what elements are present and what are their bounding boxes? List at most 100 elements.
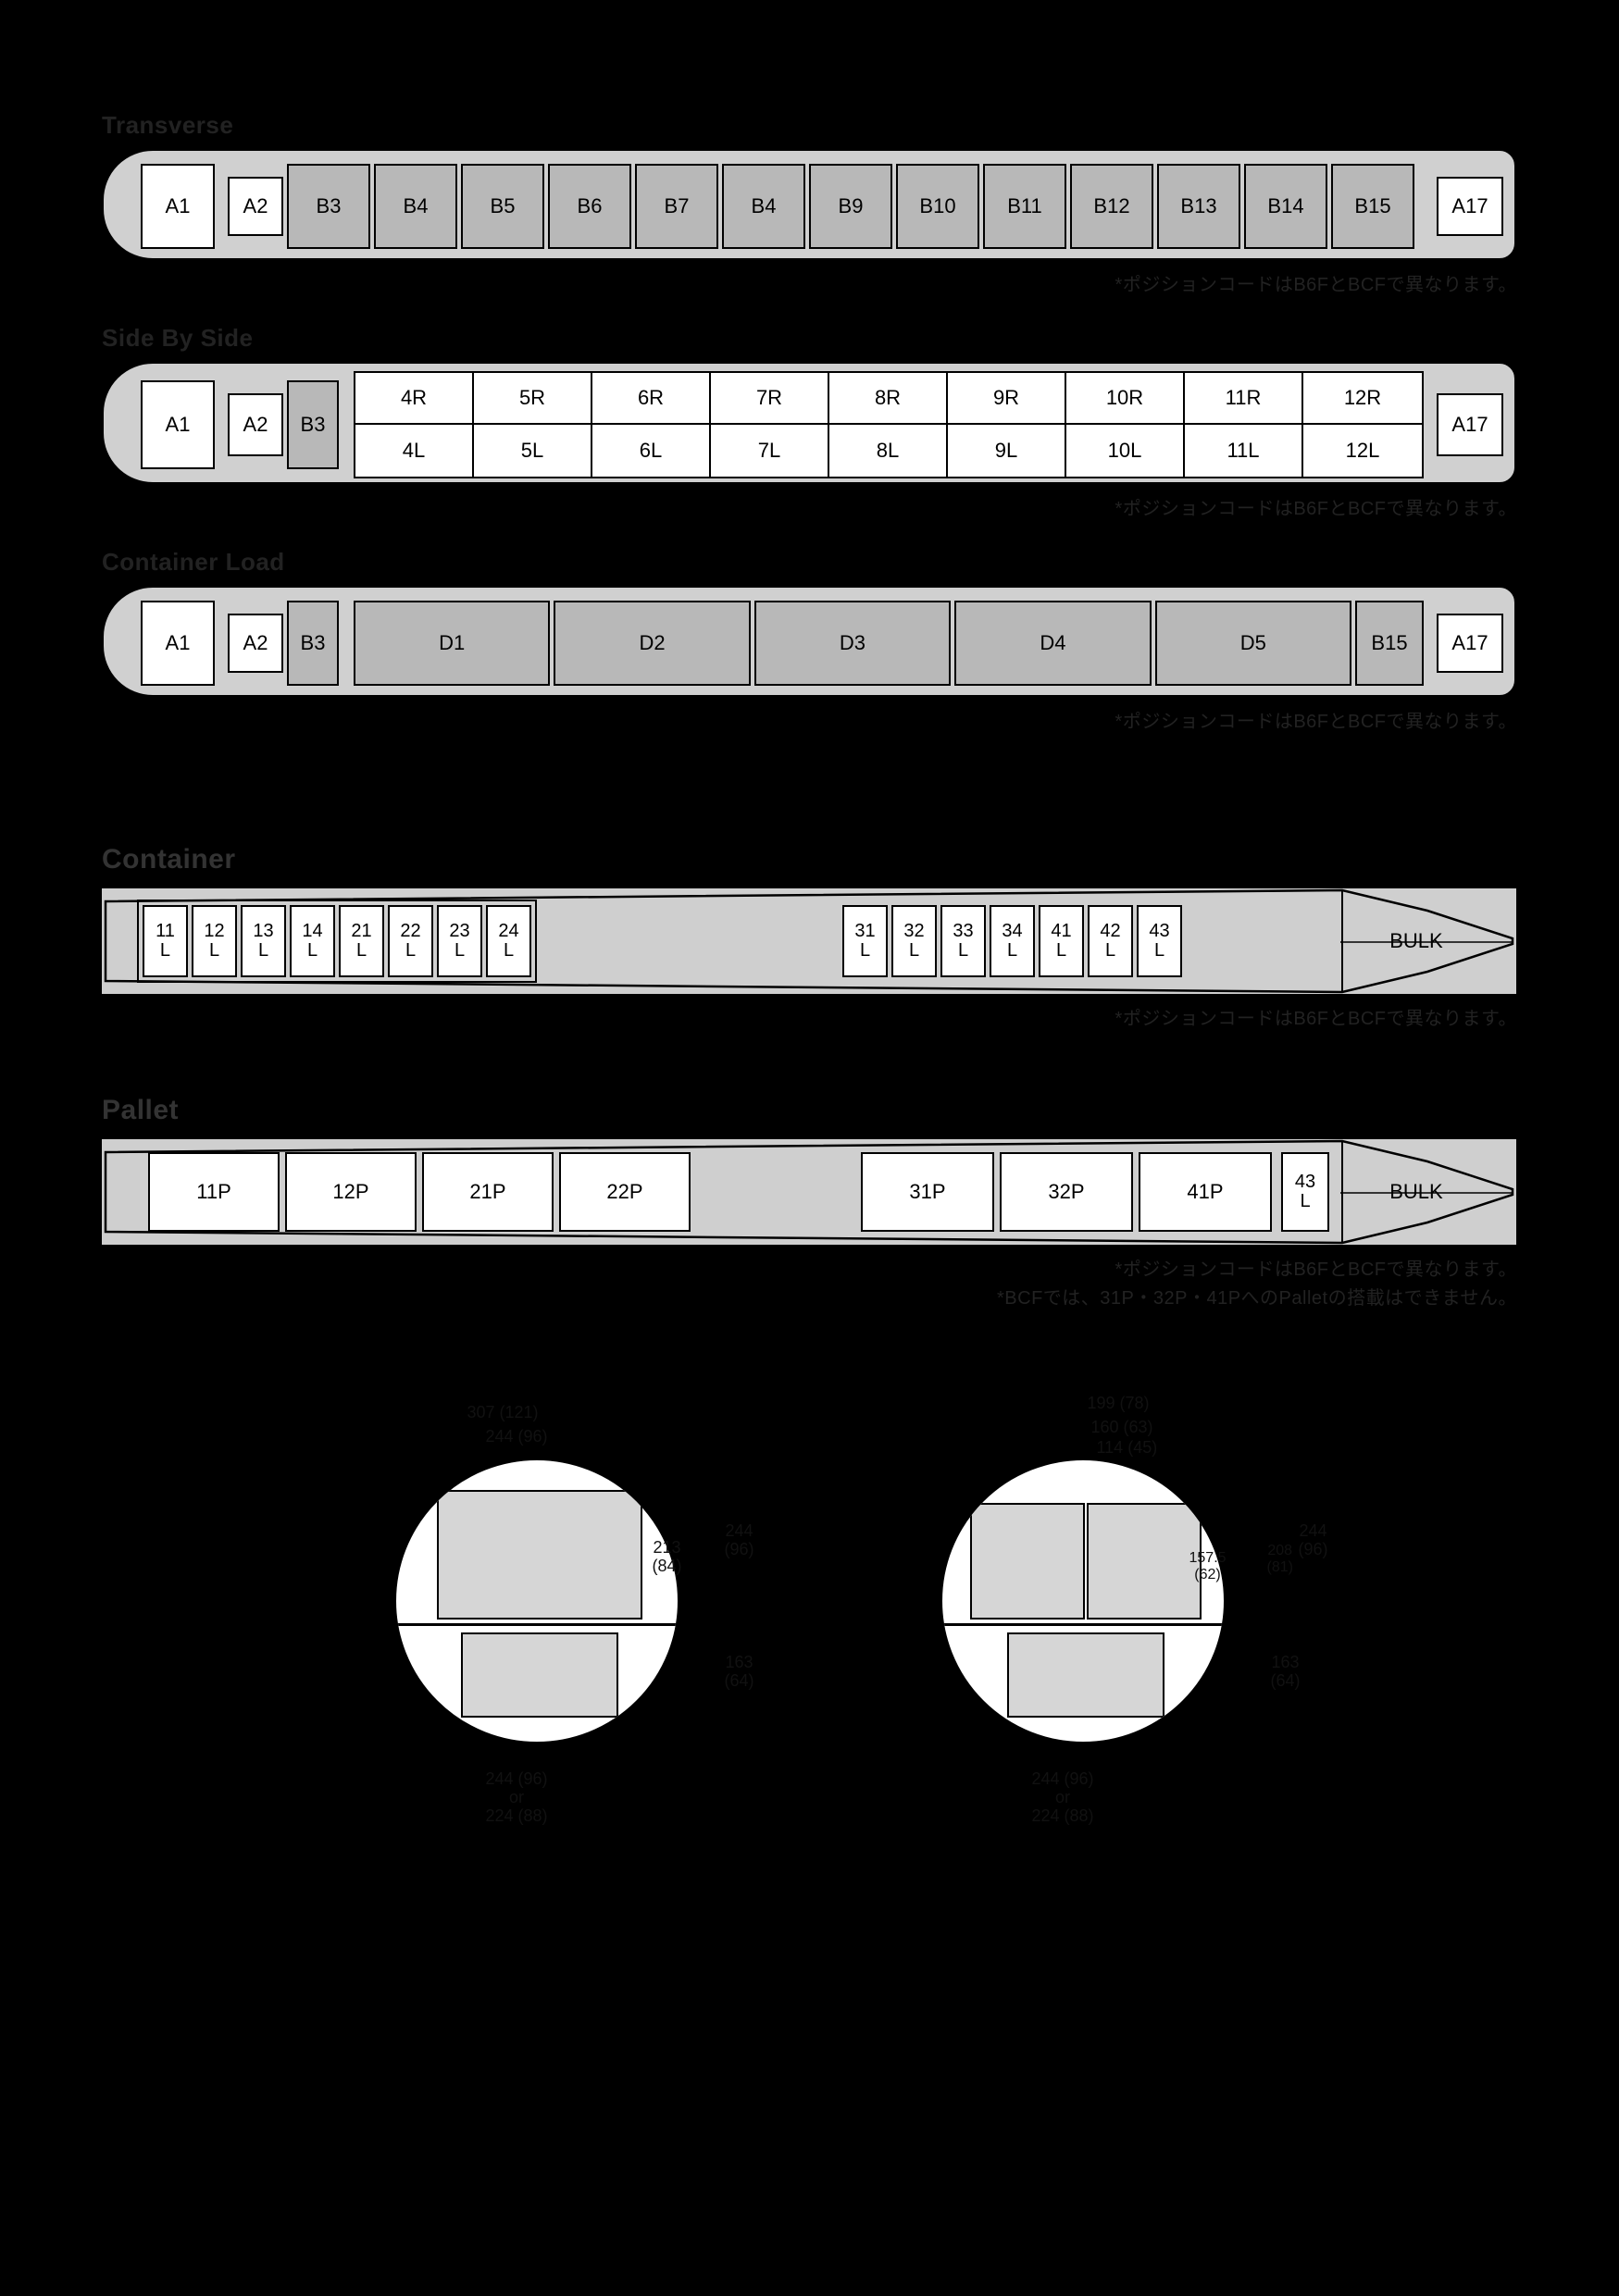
dim: 244 (96)	[725, 1522, 754, 1559]
dim: 163 (64)	[1271, 1654, 1301, 1691]
slot-d3: D3	[754, 601, 951, 686]
cross-right: 199 (78) 160 (63) 114 (45) 244 (96) 208 …	[893, 1421, 1273, 1846]
lower-hull-pallet: 11P12P21P22P 31P32P41P 43L BULK	[102, 1139, 1516, 1245]
slot-b15: B15	[1355, 601, 1424, 686]
slot-12p: 12P	[285, 1152, 417, 1232]
upper-box	[437, 1490, 642, 1620]
footnote: *ポジションコードはB6FとBCFで異なります。	[102, 1003, 1517, 1030]
cell-8r: 8R	[829, 373, 948, 425]
slot-b6: B6	[548, 164, 631, 249]
slot-b4: B4	[722, 164, 805, 249]
cell-12r: 12R	[1303, 373, 1422, 425]
lower-box	[461, 1632, 618, 1718]
cell-4l: 4L	[355, 425, 474, 477]
slot-21p: 21P	[422, 1152, 554, 1232]
cell-10l: 10L	[1066, 425, 1185, 477]
cell-6l: 6L	[592, 425, 711, 477]
footnote: *ポジションコードはB6FとBCFで異なります。	[102, 1254, 1517, 1281]
slot-a17: A17	[1437, 614, 1503, 673]
slot-a1: A1	[141, 601, 215, 686]
cell-11l: 11L	[1185, 425, 1303, 477]
upper-box-r	[1087, 1503, 1202, 1620]
slot-b13: B13	[1157, 164, 1240, 249]
slot-31l: 31L	[842, 905, 888, 977]
dim: 160 (63)	[1091, 1419, 1153, 1437]
sbs-grid: 4R5R6R7R8R9R10R11R12R4L5L6L7L8L9L10L11L1…	[354, 371, 1424, 478]
dim: 307 (121)	[467, 1404, 539, 1422]
slot-b14: B14	[1244, 164, 1327, 249]
cell-6r: 6R	[592, 373, 711, 425]
title-cload: Container Load	[102, 548, 1517, 577]
slot-d1: D1	[354, 601, 550, 686]
lower-hull-container: 11L12L13L14L21L22L23L24L 31L32L33L34L41L…	[102, 888, 1516, 994]
slot-41l: 41L	[1039, 905, 1084, 977]
cell-5r: 5R	[474, 373, 592, 425]
slot-34l: 34L	[990, 905, 1035, 977]
slot-43l: 43L	[1137, 905, 1182, 977]
dim: 244 (96) or 224 (88)	[486, 1770, 548, 1825]
cross-sections: 307 (121) 244 (96) 244 (96) 213 (84) 163…	[102, 1421, 1517, 1846]
cell-8l: 8L	[829, 425, 948, 477]
slot-11p: 11P	[148, 1152, 280, 1232]
slot-b10: B10	[896, 164, 979, 249]
cell-11r: 11R	[1185, 373, 1303, 425]
cross-left: 307 (121) 244 (96) 244 (96) 213 (84) 163…	[347, 1421, 727, 1846]
dim: 163 (64)	[725, 1654, 754, 1691]
footnote: *ポジションコードはB6FとBCFで異なります。	[102, 706, 1517, 733]
slot-22p: 22P	[559, 1152, 691, 1232]
slot-32p: 32P	[1000, 1152, 1133, 1232]
slot-b7: B7	[635, 164, 718, 249]
title-lower-container: Container	[102, 844, 1517, 875]
fuselage-transverse: A1 A2 B3B4B5B6B7B4B9B10B11B12B13B14B15 A…	[102, 149, 1516, 260]
slot-d2: D2	[554, 601, 750, 686]
slot-a1: A1	[141, 164, 215, 249]
title-transverse: Transverse	[102, 111, 1517, 140]
slot-d5: D5	[1155, 601, 1351, 686]
slot-43l: 43L	[1281, 1152, 1329, 1232]
slot-b3: B3	[287, 380, 339, 469]
lower-box	[1007, 1632, 1164, 1718]
slot-42l: 42L	[1088, 905, 1133, 977]
dim: 199 (78)	[1088, 1395, 1150, 1413]
slot-a2: A2	[228, 614, 283, 673]
slot-b12: B12	[1070, 164, 1153, 249]
dim: 244 (96) or 224 (88)	[1032, 1770, 1094, 1825]
dim: 157.5 (62)	[1189, 1550, 1227, 1582]
dim: 213 (84)	[653, 1539, 682, 1576]
bulk: BULK	[1361, 1165, 1472, 1219]
slot-a17: A17	[1437, 177, 1503, 236]
cell-7r: 7R	[711, 373, 829, 425]
slot-41p: 41P	[1139, 1152, 1272, 1232]
slot-b3: B3	[287, 164, 370, 249]
bulk: BULK	[1361, 914, 1472, 968]
slot-b9: B9	[809, 164, 892, 249]
slot-b11: B11	[983, 164, 1066, 249]
slot-a17: A17	[1437, 393, 1503, 456]
dim: 114 (45)	[1097, 1439, 1158, 1458]
slot-b4: B4	[374, 164, 457, 249]
circle	[940, 1458, 1227, 1744]
slot-b3: B3	[287, 601, 339, 686]
slot-a2: A2	[228, 177, 283, 236]
dim: 208 (81)	[1267, 1543, 1293, 1575]
title-lower-pallet: Pallet	[102, 1095, 1517, 1126]
dim: 244 (96)	[1299, 1522, 1328, 1559]
fuselage-sbs: A1 A2 B3 4R5R6R7R8R9R10R11R12R4L5L6L7L8L…	[102, 362, 1516, 484]
cell-10r: 10R	[1066, 373, 1185, 425]
footnote: *ポジションコードはB6FとBCFで異なります。	[102, 269, 1517, 296]
slot-a2: A2	[228, 393, 283, 456]
cell-9l: 9L	[948, 425, 1066, 477]
slot-b15: B15	[1331, 164, 1414, 249]
cell-5l: 5L	[474, 425, 592, 477]
slot-31p: 31P	[861, 1152, 994, 1232]
slot-b5: B5	[461, 164, 544, 249]
cell-12l: 12L	[1303, 425, 1422, 477]
cell-4r: 4R	[355, 373, 474, 425]
cell-9r: 9R	[948, 373, 1066, 425]
slot-33l: 33L	[940, 905, 986, 977]
footnote: *ポジションコードはB6FとBCFで異なります。	[102, 493, 1517, 520]
circle	[393, 1458, 680, 1744]
dim: 244 (96)	[486, 1428, 548, 1446]
fwd-group-border	[137, 900, 537, 983]
slot-a1: A1	[141, 380, 215, 469]
